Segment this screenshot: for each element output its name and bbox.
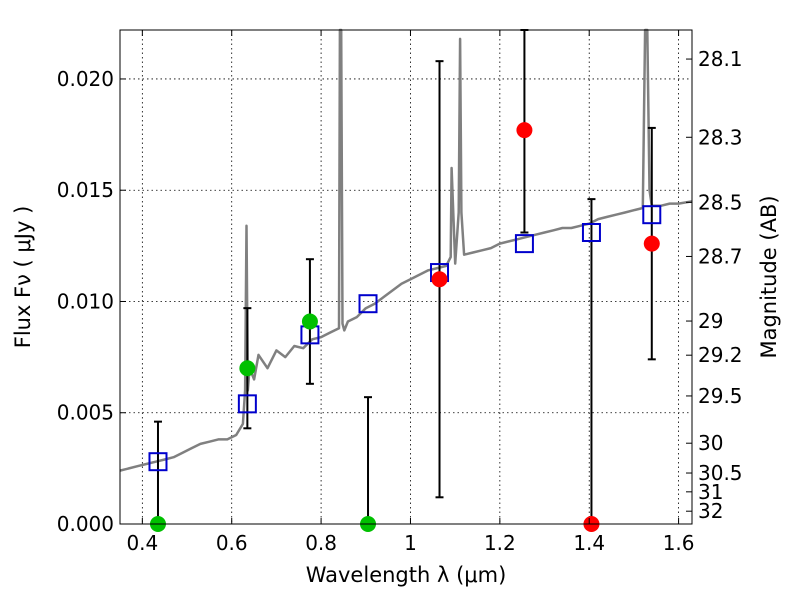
- error-bars: [153, 29, 656, 525]
- model-points: [148, 205, 662, 472]
- y2-tick-label: 29: [698, 309, 723, 333]
- x-tick-label: 0.6: [216, 531, 248, 555]
- grid: [120, 30, 692, 525]
- y-tick-label: 0.005: [57, 401, 114, 425]
- observed-points: [149, 122, 660, 532]
- upper-limit-point: [643, 235, 660, 252]
- y2-tick-label: 30: [698, 431, 723, 455]
- template-spectrum: [119, 28, 693, 472]
- model-point: [237, 394, 257, 414]
- y2-tick-label: 29.2: [698, 343, 743, 367]
- y2-axis-label: Magnitude (AB): [757, 195, 781, 358]
- y2-tick-label: 28.3: [698, 125, 743, 149]
- y-tick-label: 0.010: [57, 289, 114, 313]
- model-point: [642, 205, 662, 225]
- upper-limit-point: [516, 122, 533, 139]
- model-point: [148, 452, 168, 472]
- x-axis-label: Wavelength λ (μm): [306, 563, 507, 587]
- upper-limit-point: [431, 271, 448, 288]
- model-point: [358, 294, 378, 314]
- x-tick-label: 1.6: [663, 531, 695, 555]
- plot-frame: [119, 29, 693, 525]
- y2-tick-label: 28.7: [698, 244, 743, 268]
- y-tick-label: 0.020: [57, 67, 114, 91]
- y2-tick-label: 31: [698, 480, 723, 504]
- x-tick-label: 1.4: [573, 531, 605, 555]
- x-tick-label: 0.8: [305, 531, 337, 555]
- y2-tick-label: 28.5: [698, 190, 743, 214]
- detection-point: [239, 360, 256, 377]
- y2-tick-label: 29.5: [698, 384, 743, 408]
- y-axis-label: Flux Fν ( μJy ): [11, 206, 35, 349]
- template-spectrum-line: [119, 28, 693, 472]
- x-axis-ticks: 0.4 0.6 0.8 1 1.2 1.4 1.6: [126, 30, 695, 555]
- y2-tick-label: 30.5: [698, 461, 743, 485]
- y-axis-ticks: 0.000 0.005 0.010 0.015 0.020: [57, 67, 126, 536]
- x-tick-label: 1: [404, 531, 417, 555]
- y-tick-label: 0.000: [57, 512, 114, 536]
- y-tick-label: 0.015: [57, 178, 114, 202]
- y2-tick-label: 32: [698, 499, 723, 523]
- y2-tick-label: 28.1: [698, 47, 743, 71]
- x-tick-label: 1.2: [484, 531, 516, 555]
- detection-point: [301, 313, 318, 330]
- model-point: [581, 222, 601, 242]
- model-point: [514, 234, 534, 254]
- x-tick-label: 0.4: [126, 531, 158, 555]
